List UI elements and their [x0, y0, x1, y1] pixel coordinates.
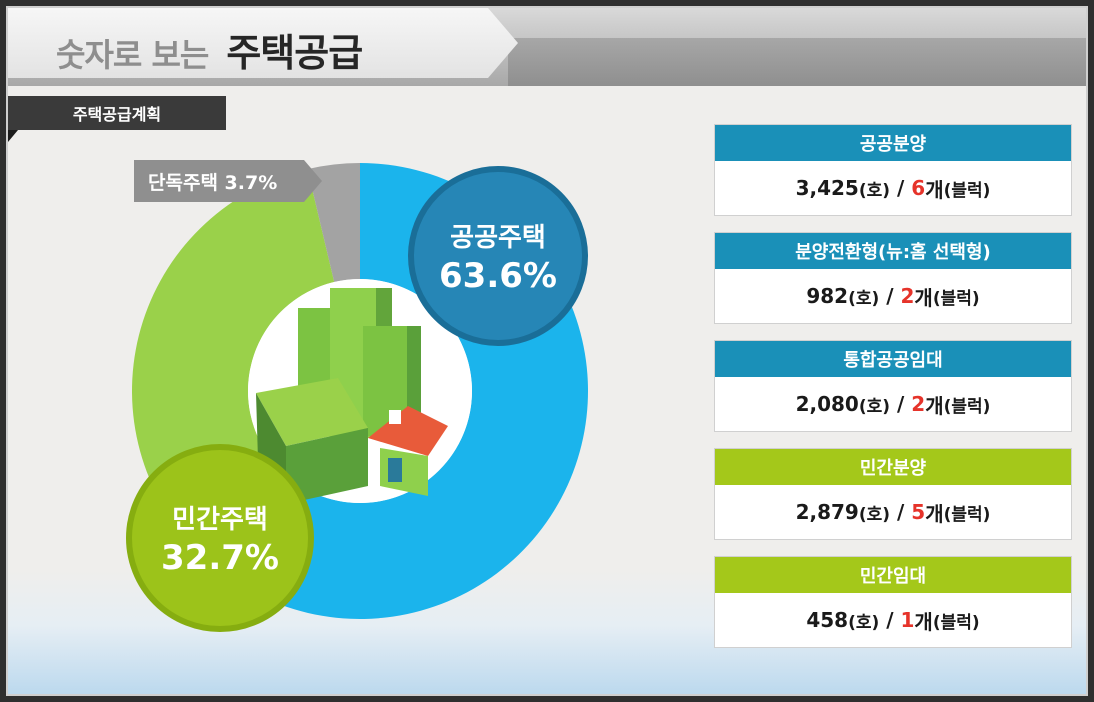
supply-card: 통합공공임대 2,080 (호) / 2 개 (블럭)	[714, 340, 1072, 432]
units-unit: (호)	[858, 396, 891, 417]
card-values: 458 (호) / 1 개 (블럭)	[715, 593, 1071, 647]
section-tag-fold	[8, 130, 18, 142]
slice-label-private-pct: 32.7%	[161, 537, 279, 578]
units-value: 3,425	[795, 176, 859, 200]
title-main: 주택공급	[226, 31, 363, 75]
units-value: 2,080	[795, 392, 859, 416]
header-band-inner	[508, 38, 1086, 86]
blocks-note: (블럭)	[943, 396, 991, 417]
blocks-note: (블럭)	[932, 288, 980, 309]
separator: /	[879, 608, 901, 632]
card-values: 982 (호) / 2 개 (블럭)	[715, 269, 1071, 323]
supply-card: 분양전환형(뉴:홈 선택형) 982 (호) / 2 개 (블럭)	[714, 232, 1072, 324]
blocks-value: 2	[900, 284, 915, 308]
slice-label-public-name: 공공주택	[450, 222, 546, 253]
supply-card: 공공분양 3,425 (호) / 6 개 (블럭)	[714, 124, 1072, 216]
units-unit: (호)	[848, 612, 880, 633]
blocks-unit: 개	[925, 393, 944, 418]
units-value: 982	[806, 284, 849, 308]
blocks-value: 5	[911, 500, 926, 524]
supply-card: 민간분양 2,879 (호) / 5 개 (블럭)	[714, 448, 1072, 540]
page-title: 숫자로 보는 주택공급	[56, 22, 363, 75]
title-prefix: 숫자로 보는	[56, 36, 209, 74]
card-title: 분양전환형(뉴:홈 선택형)	[715, 233, 1071, 269]
card-values: 2,080 (호) / 2 개 (블럭)	[715, 377, 1071, 431]
slice-badge-private: 민간주택 32.7%	[126, 444, 314, 632]
card-title: 통합공공임대	[715, 341, 1071, 377]
card-title: 민간임대	[715, 557, 1071, 593]
slice-private	[132, 169, 335, 541]
blocks-unit: 개	[925, 177, 944, 202]
blocks-value: 2	[911, 392, 926, 416]
blocks-unit: 개	[914, 285, 933, 310]
blocks-note: (블럭)	[932, 612, 980, 633]
units-unit: (호)	[848, 288, 880, 309]
units-unit: (호)	[858, 180, 891, 201]
card-title: 공공분양	[715, 125, 1071, 161]
card-title: 민간분양	[715, 449, 1071, 485]
supply-cards: 공공분양 3,425 (호) / 6 개 (블럭) 분양전환형(뉴:홈 선택형)…	[714, 124, 1072, 664]
card-values: 2,879 (호) / 5 개 (블럭)	[715, 485, 1071, 539]
blocks-unit: 개	[925, 501, 944, 526]
blocks-unit: 개	[914, 609, 933, 634]
blocks-value: 6	[911, 176, 926, 200]
blocks-note: (블럭)	[943, 180, 991, 201]
blocks-value: 1	[900, 608, 915, 632]
units-value: 2,879	[795, 500, 859, 524]
slice-label-detached: 단독주택 3.7%	[134, 160, 322, 202]
supply-card: 민간임대 458 (호) / 1 개 (블럭)	[714, 556, 1072, 648]
slice-label-private-name: 민간주택	[172, 504, 268, 535]
infographic-frame: 숫자로 보는 주택공급 주택공급계획 단독주택 3.7% 공공주택 63.6% …	[6, 6, 1088, 696]
separator: /	[890, 392, 912, 416]
slice-detached	[307, 163, 360, 283]
separator: /	[890, 176, 912, 200]
units-unit: (호)	[858, 504, 891, 525]
slice-badge-public: 공공주택 63.6%	[408, 166, 588, 346]
card-values: 3,425 (호) / 6 개 (블럭)	[715, 161, 1071, 215]
blocks-note: (블럭)	[943, 504, 991, 525]
separator: /	[879, 284, 901, 308]
donut-chart	[132, 163, 588, 619]
units-value: 458	[806, 608, 849, 632]
title-plate: 숫자로 보는 주택공급	[8, 8, 518, 78]
slice-label-public-pct: 63.6%	[439, 255, 557, 296]
section-tag: 주택공급계획	[8, 96, 226, 130]
separator: /	[890, 500, 912, 524]
buildings-illustration-icon	[256, 288, 448, 504]
